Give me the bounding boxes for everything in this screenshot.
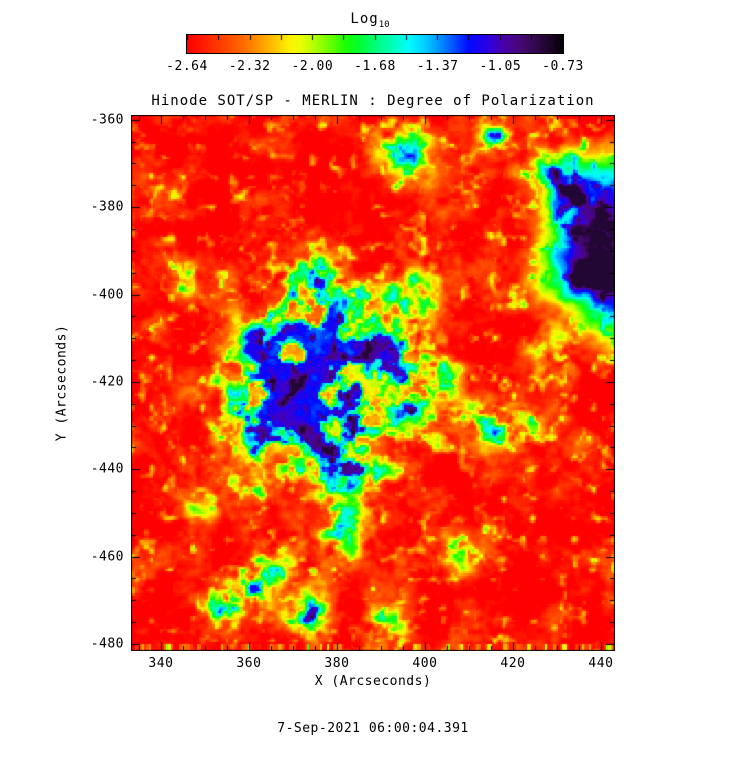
colorbar-tick-label: -1.68 [354, 59, 396, 74]
x-tick-label: 420 [500, 656, 526, 671]
colorbar-tick-label: -1.37 [416, 59, 459, 74]
colorbar-tick-label: -0.73 [542, 59, 584, 74]
y-tick-label: -360 [90, 112, 124, 128]
colorbar-title: Log10 [350, 11, 389, 30]
x-tick-label: 340 [148, 656, 174, 671]
y-tick-label: -480 [90, 636, 124, 652]
x-tick-label: 400 [412, 656, 438, 671]
y-tick-label: -420 [90, 374, 124, 390]
x-tick-label: 440 [588, 656, 614, 671]
y-tick-label: -460 [90, 549, 124, 565]
x-tick-label: 380 [324, 656, 350, 671]
y-tick-label: -400 [90, 287, 124, 303]
colorbar-title-text: Log [350, 11, 379, 27]
colorbar-gradient [186, 34, 564, 54]
y-tick-label: -380 [90, 199, 124, 215]
colorbar-title-subscript: 10 [378, 19, 390, 30]
heatmap-canvas [131, 115, 615, 651]
x-axis-title: X (Arcseconds) [314, 674, 432, 689]
y-axis-title: Y (Arcseconds) [54, 324, 70, 442]
colorbar-tick-label: -2.64 [166, 59, 208, 74]
colorbar-tick-label: -1.05 [479, 59, 522, 74]
x-tick-label: 360 [236, 656, 262, 671]
colorbar-tick-label: -2.32 [228, 59, 271, 74]
chart-title: Hinode SOT/SP - MERLIN : Degree of Polar… [151, 93, 595, 109]
timestamp-caption: 7-Sep-2021 06:00:04.391 [277, 721, 469, 736]
colorbar-tick-label: -2.00 [291, 59, 334, 74]
y-tick-label: -440 [90, 461, 124, 477]
